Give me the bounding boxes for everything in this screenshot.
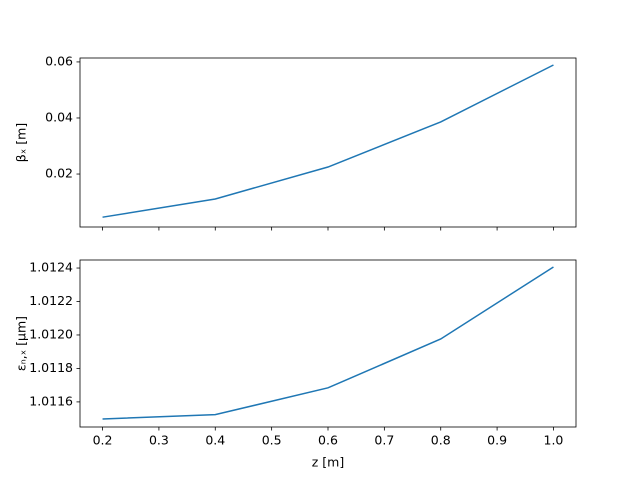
x-tick-label: 0.5	[262, 433, 282, 448]
y-tick-label: 0.02	[45, 166, 73, 181]
y-tick-label: 0.06	[45, 53, 73, 68]
x-tick-label: 1.0	[544, 433, 564, 448]
x-axis-label: z [m]	[312, 455, 344, 470]
y-axis-label: βₓ [m]	[14, 123, 29, 162]
y-tick-label: 1.0116	[29, 393, 73, 408]
x-tick-label: 0.8	[431, 433, 451, 448]
axes-frame	[79, 259, 577, 428]
y-tick-label: 1.0122	[29, 293, 73, 308]
x-tick-label: 0.2	[93, 433, 113, 448]
y-tick-label: 1.0118	[29, 360, 73, 375]
line-series	[102, 64, 554, 218]
x-tick-label: 0.3	[149, 433, 169, 448]
y-tick-label: 0.04	[45, 109, 73, 124]
x-tick-label: 0.7	[374, 433, 394, 448]
y-axis-label: εₙ,ₓ [μm]	[14, 316, 29, 371]
x-tick-label: 0.4	[205, 433, 225, 448]
line-series	[102, 266, 554, 420]
y-tick-label: 1.0120	[29, 326, 73, 341]
y-tick-label: 1.0124	[29, 260, 73, 275]
axes-frame	[79, 57, 577, 228]
x-tick-label: 0.9	[487, 433, 507, 448]
x-tick-label: 0.6	[318, 433, 338, 448]
